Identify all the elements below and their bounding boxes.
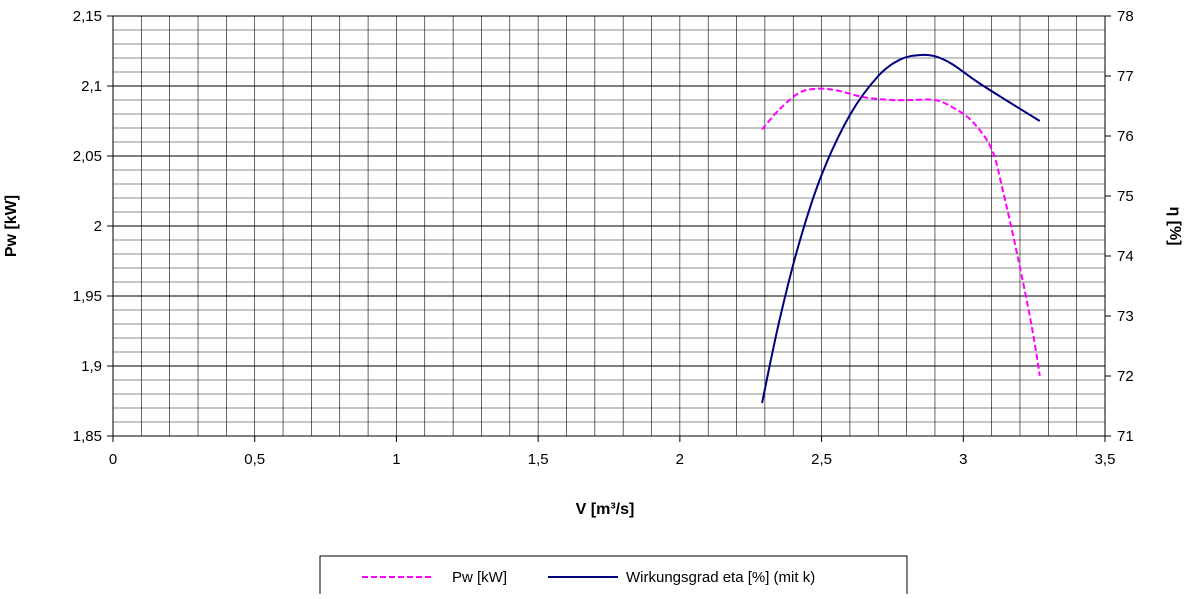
series-line-pw: [761, 87, 1041, 376]
axes: [107, 15, 1111, 442]
y-tick-label: 2,05: [73, 148, 102, 165]
y-tick-label: 2: [94, 218, 102, 235]
x-tick-label: 0: [109, 451, 117, 468]
y2-axis-title: η [%]: [1166, 206, 1183, 245]
y-tick-label: 1,95: [73, 288, 102, 305]
legend-label-wirkungsgrad: Wirkungsgrad eta [%] (mit k): [626, 569, 815, 586]
x-tick-label: 3,5: [1095, 451, 1116, 468]
y-axis-title: Pw [kW]: [3, 195, 20, 257]
gridlines: [113, 16, 1105, 436]
x-tick-label: 2,5: [811, 451, 832, 468]
series-line-wirkungsgrad: [761, 53, 1041, 404]
x-tick-label: 1: [392, 451, 400, 468]
legend-label-pw: Pw [kW]: [452, 569, 507, 586]
y2-tick-label: 73: [1117, 308, 1134, 325]
y2-tick-label: 77: [1117, 68, 1134, 85]
x-tick-label: 0,5: [244, 451, 265, 468]
x-axis-title: V [m³/s]: [576, 501, 635, 518]
x-tick-label: 3: [959, 451, 967, 468]
y2-tick-label: 76: [1117, 128, 1134, 145]
tick-labels: 0 0,5 1 1,5 2 2,5 3 3,5 1,85 1,9 1,95 2 2,05 2,1 2,15 7…: [73, 8, 1134, 468]
x-tick-label: 1,5: [528, 451, 549, 468]
y-tick-label: 2,15: [73, 8, 102, 25]
y2-tick-label: 75: [1117, 188, 1134, 205]
y-tick-label: 1,9: [81, 358, 102, 375]
y2-tick-label: 78: [1117, 8, 1134, 25]
legend-box: [319, 555, 908, 599]
series-lines: [761, 53, 1041, 404]
y2-tick-label: 72: [1117, 368, 1134, 385]
y2-tick-label: 71: [1117, 428, 1134, 445]
legend: Pw [kW] Wirkungsgrad eta [%] (mit k): [319, 555, 908, 599]
y-tick-label: 2,1: [81, 78, 102, 95]
x-tick-label: 2: [676, 451, 684, 468]
y2-tick-label: 74: [1117, 248, 1134, 265]
y-tick-label: 1,85: [73, 428, 102, 445]
